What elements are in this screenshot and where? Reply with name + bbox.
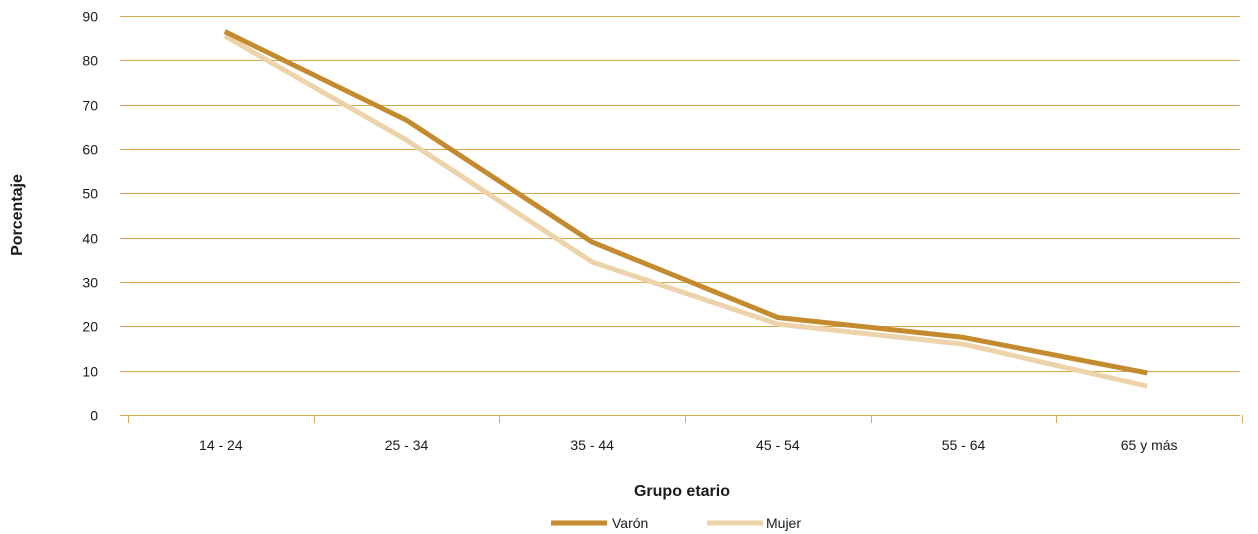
series-line-varon bbox=[223, 29, 1148, 376]
x-tick-label: 45 - 54 bbox=[756, 437, 800, 453]
y-tick-label: 40 bbox=[82, 231, 98, 247]
y-tick-label: 10 bbox=[82, 364, 98, 380]
y-tick-label: 70 bbox=[82, 98, 98, 114]
y-tick-label: 90 bbox=[82, 9, 98, 25]
y-tick-label: 50 bbox=[82, 186, 98, 202]
y-tick-label: 60 bbox=[82, 142, 98, 158]
legend-label: Mujer bbox=[766, 515, 801, 531]
x-axis bbox=[128, 415, 1243, 423]
legend-label: Varón bbox=[612, 515, 648, 531]
series-line-mujer bbox=[223, 33, 1148, 389]
y-tick-label: 0 bbox=[90, 408, 98, 424]
x-axis-title: Grupo etario bbox=[634, 483, 730, 500]
x-tick-label: 55 - 64 bbox=[942, 437, 986, 453]
x-axis-ticks: 14 - 24 25 - 34 35 - 44 45 - 54 55 - 64 65 y … bbox=[199, 437, 1178, 453]
y-tick-label: 80 bbox=[82, 53, 98, 69]
series-lines bbox=[223, 29, 1148, 389]
y-axis-ticks: 0 10 20 30 40 50 60 70 80 90 bbox=[82, 9, 98, 424]
legend: Varón Mujer bbox=[551, 515, 801, 531]
x-tick-label: 14 - 24 bbox=[199, 437, 243, 453]
x-tick-label: 25 - 34 bbox=[385, 437, 429, 453]
y-tick-label: 30 bbox=[82, 275, 98, 291]
gridlines bbox=[120, 16, 1240, 416]
y-tick-label: 20 bbox=[82, 319, 98, 335]
x-tick-label: 35 - 44 bbox=[570, 437, 614, 453]
x-tick-label: 65 y más bbox=[1121, 437, 1178, 453]
y-axis-title: Porcentaje bbox=[9, 174, 26, 256]
